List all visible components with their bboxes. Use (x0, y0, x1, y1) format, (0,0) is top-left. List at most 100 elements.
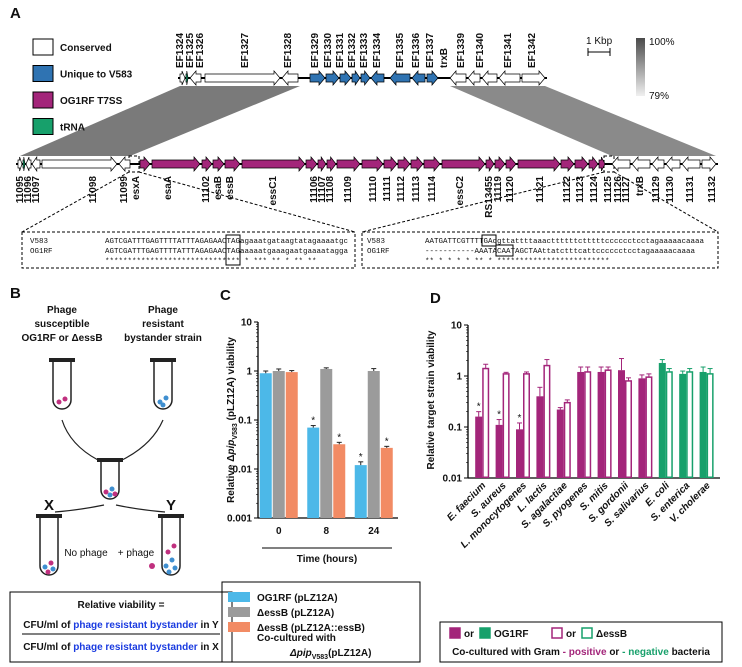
gene-arrow (485, 155, 495, 173)
gene-label: 11127 (621, 176, 632, 203)
bar (706, 373, 714, 479)
gene-label: EF1331 (335, 33, 346, 68)
gene-arrow (651, 156, 665, 172)
gene-arrow (212, 156, 225, 172)
gene-label: 11110 (368, 176, 379, 203)
gene-label: 11098 (88, 176, 99, 204)
synteny-band (450, 86, 716, 156)
legend-label: tRNA (60, 123, 85, 134)
gene-arrow (325, 70, 340, 86)
gene-label: 11123 (575, 176, 586, 203)
bar (577, 371, 585, 478)
y-tick-label: 1 (246, 367, 252, 378)
formula-part: phage resistant bystander (73, 620, 198, 631)
note-part: or (609, 647, 619, 658)
gene-arrow (351, 69, 361, 87)
gene-label: 11120 (505, 176, 516, 203)
y-axis-title: Relative ΔpipV583 (pLZ12A) viability (226, 337, 240, 503)
legend-swatch (228, 622, 250, 632)
gene-arrow (339, 70, 352, 86)
panel-label: A (10, 5, 21, 22)
bar (563, 401, 571, 478)
formula-part: in X (200, 642, 219, 653)
x-axis-title: Time (hours) (297, 554, 357, 565)
gene-arrow (151, 156, 201, 172)
legend-label: ΔessB (pLZ12A::essB) (257, 623, 365, 634)
gene-arrow (397, 156, 411, 172)
gene-label: EF1330 (323, 33, 334, 68)
bar (665, 371, 673, 479)
bar (307, 427, 320, 518)
gene-arrow (361, 156, 384, 172)
gene-label: 11132 (707, 176, 718, 203)
cells (42, 395, 178, 575)
gene-arrow (41, 156, 118, 172)
bar (638, 378, 646, 478)
tube-label: X (44, 497, 54, 514)
bar (658, 362, 666, 478)
note-part: (pLZ12A) (328, 648, 371, 659)
gene-label: 11096 (23, 176, 34, 204)
gene-arrow (505, 156, 517, 172)
legend-or: or (566, 629, 576, 640)
gene-arrow (598, 156, 606, 172)
y-tick-label: 0.01 (443, 474, 463, 485)
gene-arrow (389, 70, 411, 86)
gene-arrow (118, 156, 131, 172)
gene-arrow (588, 155, 599, 173)
note-part: V583 (312, 654, 328, 661)
gene-label: EF1328 (283, 33, 294, 68)
gene-label: EF1327 (240, 33, 251, 68)
note-part: Co-cultured with Gram (452, 647, 560, 658)
gene-label: 11097 (31, 176, 42, 204)
codon-box (225, 234, 514, 266)
sequence: AGTCGATTTGAGTTTTATTTAGAGAACTAGagaaatgata… (105, 238, 348, 246)
y-tick-label: 0.01 (233, 465, 253, 476)
gene-label: 11122 (562, 176, 573, 203)
legend-swatch (551, 627, 563, 639)
bar (618, 370, 625, 478)
y-title-part: pip (226, 440, 237, 456)
arrow-label: + phage (118, 548, 155, 559)
formula-part: CFU/ml of (23, 642, 71, 653)
significance: * (359, 452, 363, 463)
bar (502, 373, 510, 479)
seq-name: OG1RF (30, 248, 53, 256)
bar (380, 447, 393, 518)
gene-label: EF1334 (372, 33, 383, 68)
gene-label: 11109 (343, 176, 354, 203)
bar (686, 371, 694, 479)
note-part: bacteria (672, 647, 711, 658)
scale-label: 1 Kbp (586, 36, 613, 47)
legend-label: Conserved (60, 43, 112, 54)
gene-arrow (426, 70, 439, 86)
tubes (36, 358, 184, 576)
y-tick-label: 0.1 (448, 423, 462, 434)
bar (475, 416, 483, 478)
gene-label: trxB (439, 48, 450, 68)
gene-arrow (17, 156, 23, 172)
legend-note: ΔpipV583(pLZ12A) (289, 648, 371, 661)
gene-arrow (139, 156, 151, 172)
bar (354, 465, 367, 518)
gene-label: EF1333 (359, 33, 370, 68)
gene-arrow (25, 156, 32, 172)
legend-swatch (479, 627, 491, 639)
gene-label: 11107 (317, 176, 328, 203)
gene-label: EF1326 (195, 33, 206, 68)
gene-label: 11130 (665, 176, 676, 203)
y-tick-label: 1 (456, 372, 462, 383)
gene-label: EF1332 (347, 33, 358, 68)
significance: * (385, 436, 389, 447)
x-tick-label: 8 (323, 526, 329, 537)
gene-arrow (521, 70, 546, 86)
gene-label: essB (225, 176, 236, 200)
legend-box (439, 621, 723, 663)
panel-label: B (10, 285, 21, 302)
gene-label: 11114 (427, 176, 438, 203)
gene-label: EF1325 (185, 33, 196, 68)
seq-name: V583 (367, 238, 386, 246)
bar (367, 371, 380, 518)
gene-label: EF1329 (310, 33, 321, 68)
